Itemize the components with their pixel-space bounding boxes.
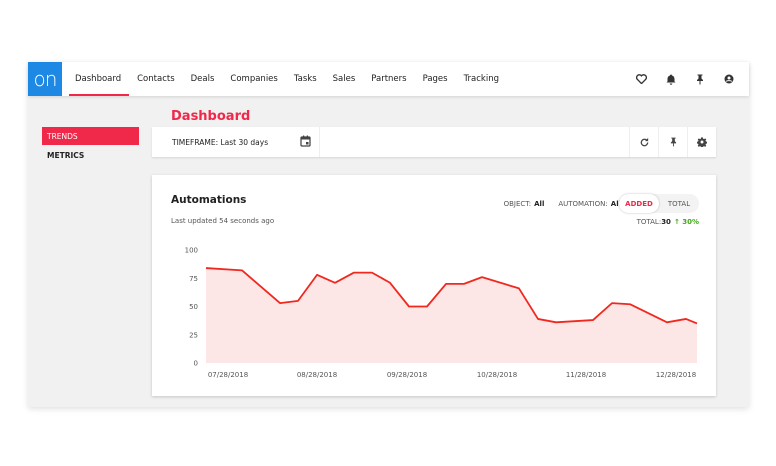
gear-icon <box>697 137 707 147</box>
nav-item-tasks[interactable]: Tasks <box>293 74 317 84</box>
logo[interactable]: on <box>28 62 62 96</box>
timeframe-label: TIMEFRAME: Last 30 days <box>172 137 269 147</box>
total-label: TOTAL: <box>636 218 662 226</box>
toolbar-buttons <box>629 127 716 157</box>
toggle-total[interactable]: TOTAL <box>667 199 691 208</box>
sidebar-item-trends[interactable]: TRENDS <box>42 127 139 145</box>
delta-badge: ↑ 30% <box>673 218 699 226</box>
y-tick-label: 25 <box>189 331 198 339</box>
added-total-toggle: ADDED TOTAL <box>619 194 699 213</box>
card-title: Automations <box>171 194 247 206</box>
settings-button[interactable] <box>687 127 716 157</box>
last-updated-text: Last updated 54 seconds ago <box>171 217 275 225</box>
timeframe-toolbar: TIMEFRAME: Last 30 days <box>152 127 716 157</box>
nav-item-partners[interactable]: Partners <box>371 74 407 84</box>
nav-item-pages[interactable]: Pages <box>422 74 448 84</box>
top-navigation: on Dashboard Contacts Deals Companies Ta… <box>28 62 749 96</box>
nav-item-deals[interactable]: Deals <box>190 74 215 84</box>
total-summary: TOTAL:30 ↑ 30% <box>637 218 699 226</box>
object-filter-label: OBJECT: <box>503 200 532 208</box>
y-tick-label: 100 <box>185 247 198 255</box>
nav-item-contacts[interactable]: Contacts <box>137 74 175 84</box>
sidebar-item-metrics[interactable]: METRICS <box>47 150 85 160</box>
timeframe-selector[interactable]: TIMEFRAME: Last 30 days <box>152 127 320 157</box>
automations-chart: 0 25 50 75 100 07/28/2018 08/28/2018 09/28/2018… <box>185 247 698 379</box>
chart-line <box>205 267 698 325</box>
nav-item-sales[interactable]: Sales <box>332 74 356 84</box>
nav-item-companies[interactable]: Companies <box>230 74 278 84</box>
page-title: Dashboard <box>171 109 251 124</box>
nav-items: Dashboard Contacts Deals Companies Tasks… <box>67 62 507 96</box>
x-tick-label: 09/28/2018 <box>387 371 427 379</box>
automation-filter-label: AUTOMATION: <box>558 200 608 208</box>
object-filter[interactable]: OBJECT: All <box>504 200 545 208</box>
y-tick-label: 50 <box>189 303 198 311</box>
refresh-icon <box>640 137 648 146</box>
nav-item-tracking[interactable]: Tracking <box>463 74 499 84</box>
chart-area <box>206 268 697 363</box>
sidebar: TRENDS METRICS <box>42 127 139 165</box>
nav-item-dashboard[interactable]: Dashboard <box>67 62 130 96</box>
y-tick-label: 0 <box>194 360 198 368</box>
x-tick-label: 12/28/2018 <box>656 371 696 379</box>
object-filter-value: All <box>534 200 545 208</box>
y-tick-label: 75 <box>189 275 198 283</box>
refresh-button[interactable] <box>629 127 658 157</box>
x-tick-label: 07/28/2018 <box>208 371 248 379</box>
total-value: 30 <box>661 218 671 226</box>
x-tick-label: 10/28/2018 <box>477 371 517 379</box>
x-tick-label: 11/28/2018 <box>566 371 606 379</box>
x-tick-label: 08/28/2018 <box>297 371 337 379</box>
bell-icon[interactable] <box>656 62 685 96</box>
heart-icon[interactable] <box>627 62 656 96</box>
app-window: on Dashboard Contacts Deals Companies Ta… <box>28 62 749 407</box>
nav-icons <box>627 62 743 96</box>
toggle-added[interactable]: ADDED <box>619 194 659 213</box>
account-icon[interactable] <box>714 62 743 96</box>
calendar-icon[interactable] <box>300 135 311 149</box>
automation-filter-value: All <box>610 200 621 208</box>
pin-icon <box>670 137 676 147</box>
automations-card: Automations Last updated 54 seconds ago … <box>152 175 716 396</box>
pin-button[interactable] <box>658 127 687 157</box>
pin-icon[interactable] <box>685 62 714 96</box>
